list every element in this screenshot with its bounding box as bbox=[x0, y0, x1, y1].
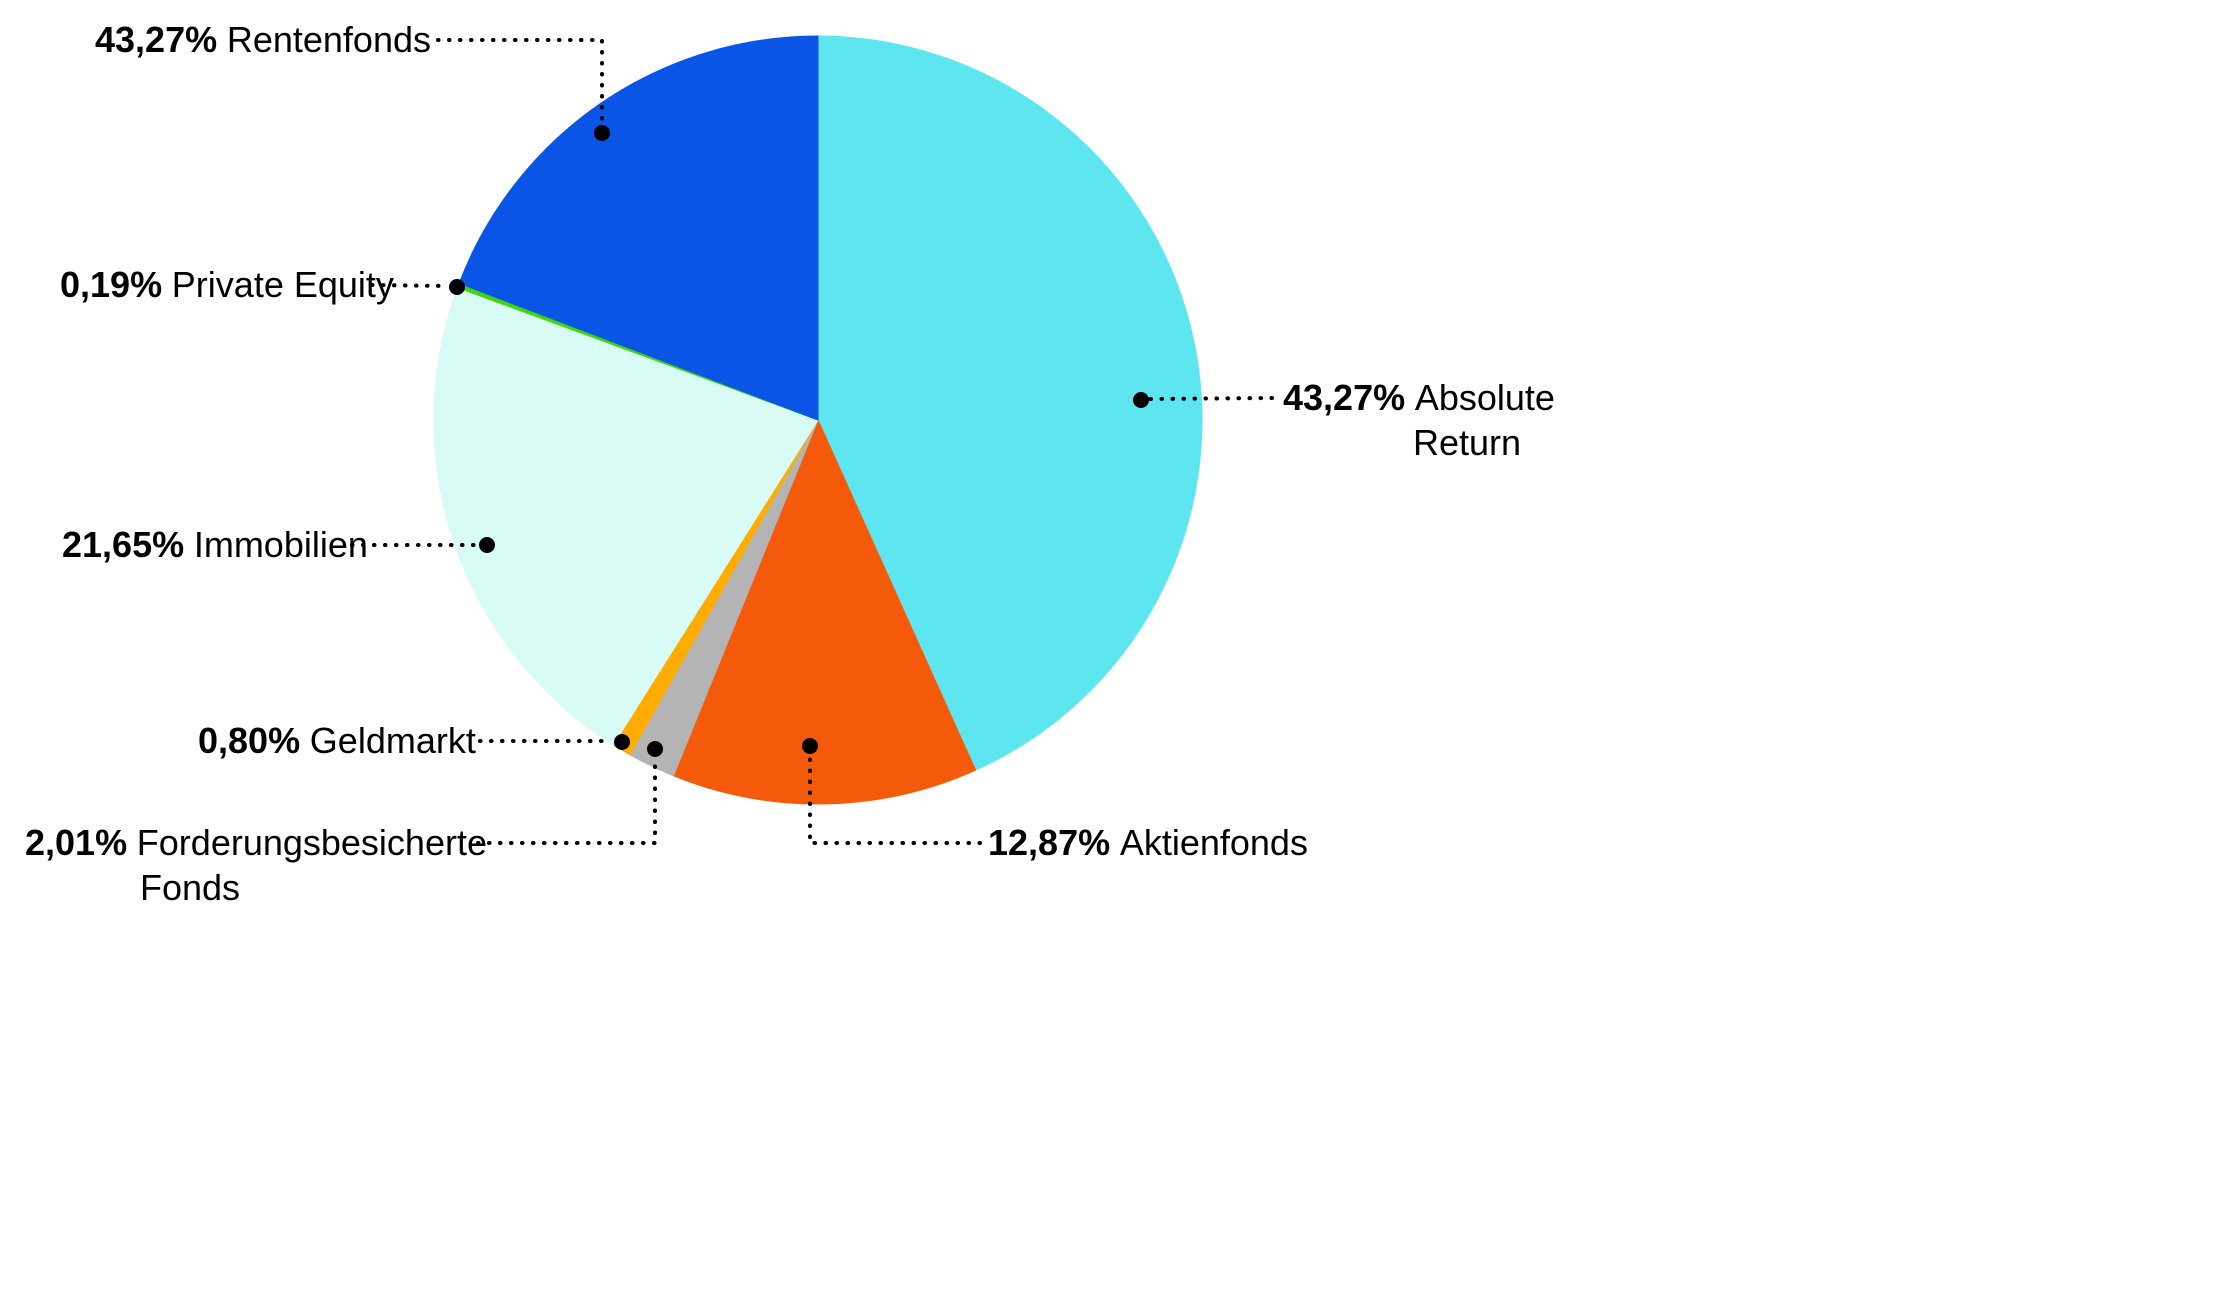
slice-name: Return bbox=[1413, 422, 1522, 463]
label-line-1: 2,01% Forderungsbesicherte bbox=[25, 820, 487, 865]
callout-dot-absolute-return bbox=[1133, 392, 1149, 408]
callout-dot-private-equity bbox=[449, 279, 465, 295]
percent-value: 43,27% bbox=[1283, 377, 1406, 418]
percent-value: 2,01% bbox=[25, 822, 128, 863]
label-rentenfonds: 43,27% Rentenfonds bbox=[95, 17, 431, 62]
callout-line-aktienfonds bbox=[808, 754, 982, 845]
label-private-equity: 0,19% Private Equity bbox=[60, 262, 394, 307]
slice-name: Rentenfonds bbox=[226, 19, 431, 60]
callout-connectors bbox=[350, 38, 1274, 845]
label-line-2: Fonds bbox=[25, 865, 487, 910]
callout-dot-immobilien bbox=[479, 537, 495, 553]
callout-dot-rentenfonds bbox=[594, 125, 610, 141]
percent-value: 12,87% bbox=[988, 822, 1111, 863]
label-aktienfonds: 12,87% Aktienfonds bbox=[988, 820, 1308, 865]
slice-name: Absolute bbox=[1414, 377, 1555, 418]
callout-line-private-equity bbox=[370, 283, 450, 288]
label-immobilien: 21,65% Immobilien bbox=[62, 522, 368, 567]
pie-slice-absolute-return bbox=[817, 35, 1203, 771]
callout-line-rentenfonds bbox=[436, 38, 604, 126]
percent-value: 43,27% bbox=[95, 19, 218, 60]
callout-dot-forderungsbesicherte-fonds bbox=[647, 741, 663, 757]
percent-value: 0,80% bbox=[198, 720, 301, 761]
slice-name: Aktienfonds bbox=[1119, 822, 1308, 863]
label-line-2: Return bbox=[1283, 420, 1555, 465]
slice-name: Immobilien bbox=[193, 524, 368, 565]
label-line-1: 43,27% Absolute bbox=[1283, 375, 1555, 420]
pie-slice-aktienfonds bbox=[672, 418, 977, 805]
percent-value: 0,19% bbox=[60, 264, 163, 305]
pie-slice-immobilien bbox=[433, 287, 819, 746]
slice-name: Fonds bbox=[140, 867, 241, 908]
label-geldmarkt: 0,80% Geldmarkt bbox=[198, 718, 476, 763]
pie-slice-rentenfonds bbox=[458, 35, 819, 421]
callout-dot-geldmarkt bbox=[614, 734, 630, 750]
slice-name: Private Equity bbox=[171, 264, 394, 305]
label-absolute-return: 43,27% Absolute Return bbox=[1283, 375, 1555, 465]
callout-line-absolute-return bbox=[1148, 396, 1274, 401]
label-forderungsbesicherte-fonds: 2,01% Forderungsbesicherte Fonds bbox=[25, 820, 487, 910]
slice-name: Forderungsbesicherte bbox=[136, 822, 487, 863]
callout-dot-aktienfonds bbox=[802, 738, 818, 754]
slice-name: Geldmarkt bbox=[309, 720, 476, 761]
percent-value: 21,65% bbox=[62, 524, 185, 565]
callout-line-forderungsbesicherte-fonds bbox=[476, 757, 657, 845]
pie-slices bbox=[433, 35, 1203, 805]
